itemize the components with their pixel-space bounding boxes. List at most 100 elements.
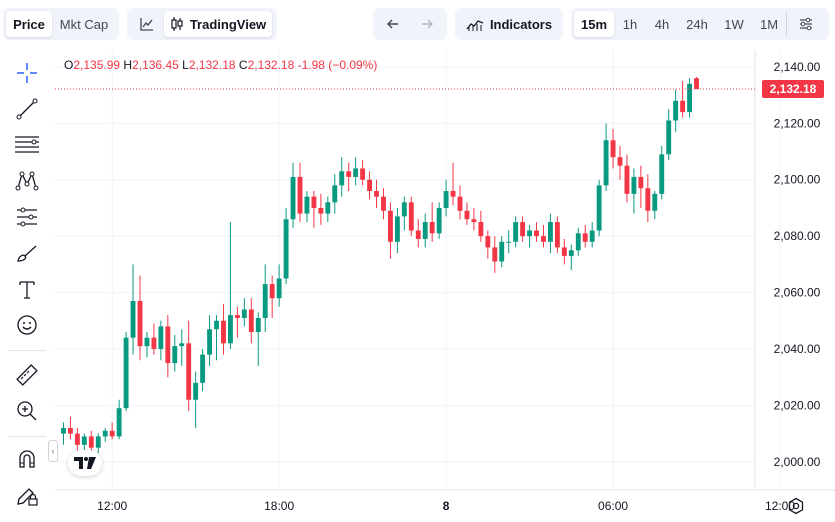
interval-1m[interactable]: 1M xyxy=(759,16,779,32)
toolbar-divider xyxy=(8,436,46,437)
redo-button[interactable] xyxy=(410,11,444,37)
candle-body xyxy=(687,83,692,113)
text-tool[interactable] xyxy=(12,274,42,304)
candle-body xyxy=(123,337,129,409)
tradingview-chart-button[interactable]: TradingView xyxy=(164,11,272,37)
toolbar-divider xyxy=(8,350,46,351)
candle xyxy=(541,224,546,248)
measure-tool[interactable] xyxy=(12,360,42,390)
candle-body xyxy=(631,176,637,194)
candle-body xyxy=(645,188,651,211)
fib-retracement-tool[interactable] xyxy=(12,130,42,160)
price-mktcap-toggle: Price Mkt Cap xyxy=(3,8,119,40)
candle xyxy=(603,123,609,192)
candle xyxy=(568,244,574,270)
candle xyxy=(645,174,651,223)
candle xyxy=(506,230,512,254)
pattern-tool[interactable] xyxy=(12,166,42,196)
tradingview-logo-icon xyxy=(74,457,96,469)
candle xyxy=(527,224,532,248)
candle-body xyxy=(541,236,546,242)
forecast-tool[interactable] xyxy=(12,202,42,232)
emoji-tool[interactable] xyxy=(12,310,42,340)
candle xyxy=(123,332,129,412)
candle xyxy=(548,213,553,254)
candle-body xyxy=(457,196,463,211)
candle-body xyxy=(81,436,87,445)
pattern-icon xyxy=(15,169,39,193)
y-tick-label: 2,060.00 xyxy=(774,286,821,300)
indicators-button[interactable]: Indicators xyxy=(455,8,563,40)
interval-1w[interactable]: 1W xyxy=(724,16,744,32)
chevron-left-icon: ‹ xyxy=(51,446,55,456)
trendline-tool[interactable] xyxy=(12,94,42,124)
fib-lines-icon xyxy=(14,133,40,157)
close-value: 2,132.18 xyxy=(247,58,295,72)
arrow-right-icon xyxy=(419,16,435,32)
arrow-left-icon xyxy=(385,16,401,32)
price-chart[interactable]: 2,140.00 2,120.00 2,100.00 2,080.00 2,060.00… xyxy=(55,50,835,522)
candle-body xyxy=(304,196,310,214)
candle xyxy=(652,191,658,220)
undo-button[interactable] xyxy=(376,11,410,37)
magnet-tool[interactable] xyxy=(12,444,42,474)
candle-body xyxy=(464,210,470,220)
candle xyxy=(408,196,414,237)
candle xyxy=(311,191,317,228)
candle xyxy=(422,213,428,248)
candle xyxy=(109,422,115,440)
chart-area[interactable]: 2,140.00 2,120.00 2,100.00 2,080.00 2,060.00… xyxy=(55,50,835,522)
pencil-lock-icon xyxy=(15,483,39,507)
candle-body xyxy=(422,222,428,239)
candle-body xyxy=(694,78,699,89)
lock-drawings-tool[interactable] xyxy=(12,480,42,510)
brush-tool[interactable] xyxy=(12,238,42,268)
candle-body xyxy=(659,154,665,194)
x-tick-label: 12:00 xyxy=(97,499,127,513)
candle xyxy=(374,179,379,208)
chart-settings-button[interactable] xyxy=(786,11,824,37)
candle-body xyxy=(158,326,164,349)
candle xyxy=(596,179,602,237)
sliders-icon xyxy=(798,16,814,32)
crosshair-tool[interactable] xyxy=(12,58,42,88)
collapse-toolbar-button[interactable]: ‹ xyxy=(48,440,58,462)
price-change: -1.98 (−0.09%) xyxy=(297,58,378,72)
candle-body xyxy=(485,236,491,248)
tradingview-label: TradingView xyxy=(189,16,267,32)
candle-body xyxy=(241,309,247,318)
interval-15m[interactable]: 15m xyxy=(574,11,614,37)
x-tick-label: 18:00 xyxy=(264,499,294,513)
candle xyxy=(464,202,470,225)
interval-1h[interactable]: 1h xyxy=(622,16,638,32)
interval-4h[interactable]: 4h xyxy=(654,16,670,32)
line-chart-button[interactable] xyxy=(130,11,164,37)
candle xyxy=(680,81,686,118)
candle-body xyxy=(137,301,143,347)
candle xyxy=(624,154,630,203)
candle-body xyxy=(172,346,178,364)
candle-body xyxy=(575,233,581,251)
zoom-tool[interactable] xyxy=(12,396,42,426)
candle xyxy=(290,162,296,228)
candle xyxy=(262,264,268,333)
candle-body xyxy=(130,301,136,338)
candle-body xyxy=(297,176,303,214)
candle-body xyxy=(513,222,519,242)
candle xyxy=(450,162,456,206)
candle xyxy=(248,298,254,344)
candle xyxy=(346,162,352,192)
candle-body xyxy=(116,408,122,437)
x-tick-label: 12:00 xyxy=(765,499,795,513)
mktcap-tab[interactable]: Mkt Cap xyxy=(59,16,109,32)
candle xyxy=(234,306,240,338)
candle xyxy=(74,427,80,451)
zoom-in-icon xyxy=(15,399,39,423)
low-label: L xyxy=(182,58,189,72)
candle-body xyxy=(561,247,567,256)
chart-properties-button[interactable] xyxy=(787,497,805,515)
interval-24h[interactable]: 24h xyxy=(686,16,708,32)
candle xyxy=(617,145,623,180)
price-tab[interactable]: Price xyxy=(6,11,52,37)
tradingview-logo[interactable] xyxy=(68,450,102,476)
